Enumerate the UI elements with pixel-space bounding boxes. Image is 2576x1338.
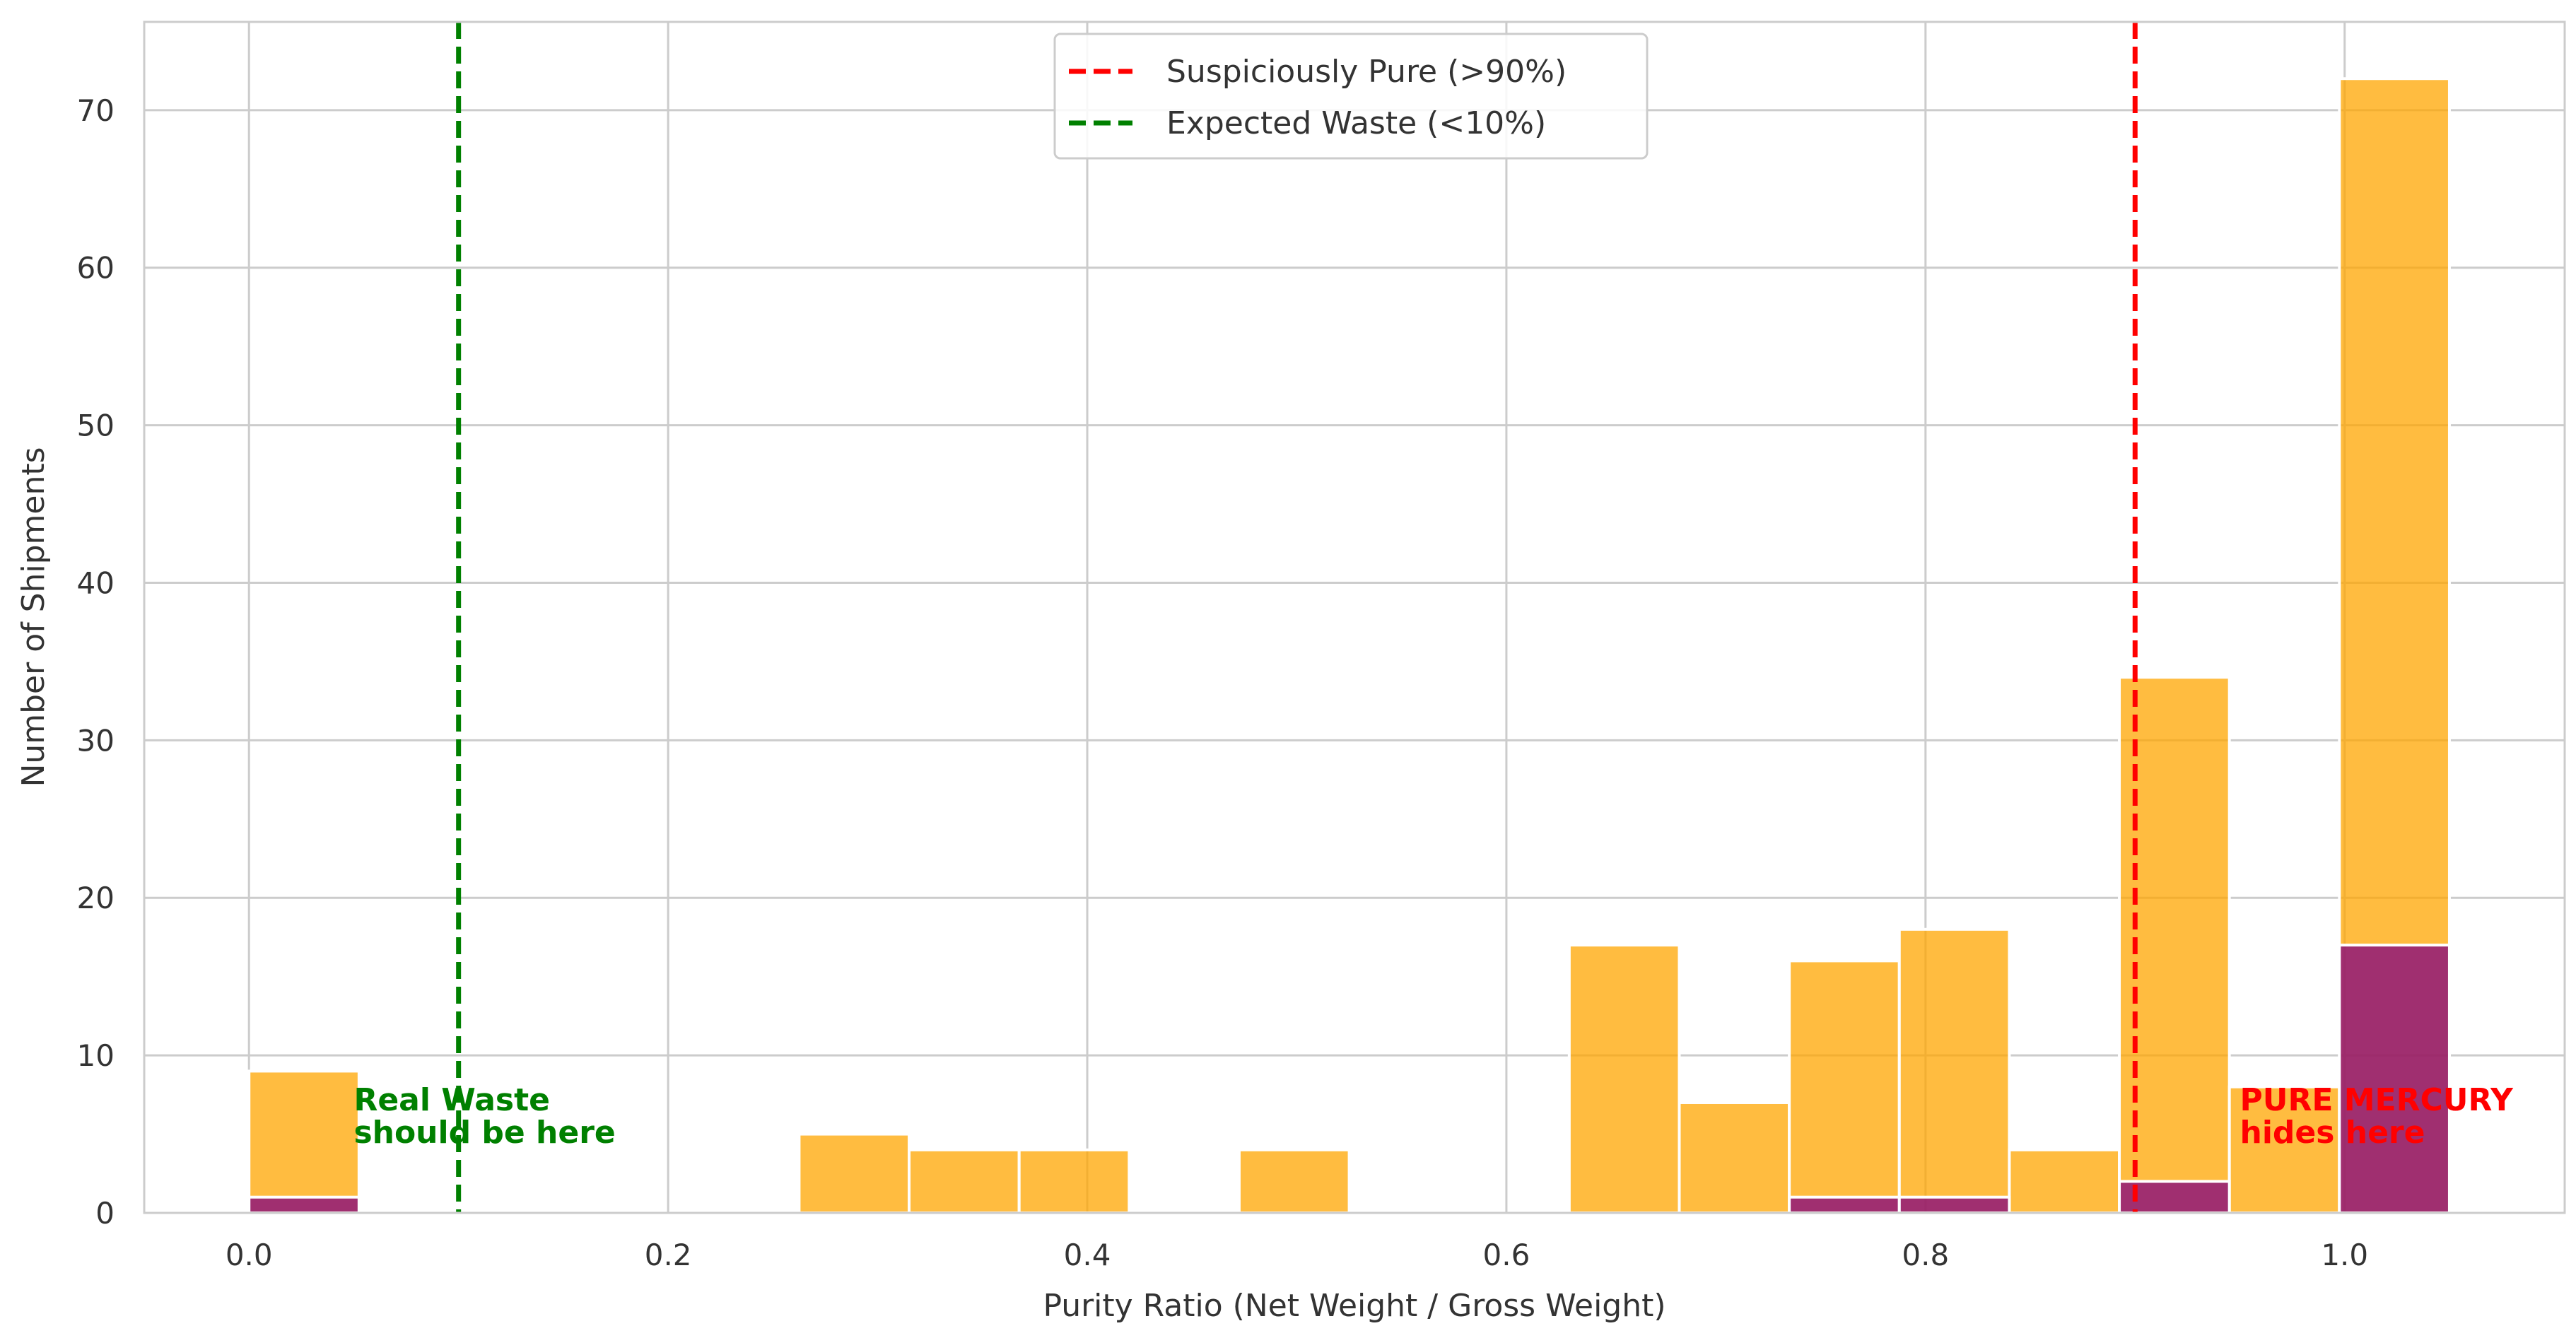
y-tick-label-5: 50	[77, 409, 115, 443]
histogram-bar-s0-b10	[2118, 676, 2231, 1214]
chart-legend: Suspiciously Pure (>90%) Expected Waste …	[1053, 33, 1649, 160]
y-axis-label: Number of Shipments	[16, 447, 52, 787]
x-tick-label-0: 0.0	[226, 1238, 273, 1272]
legend-box	[1053, 33, 1649, 160]
histogram-bar-s0-b2	[908, 1148, 1021, 1214]
x-axis-label: Purity Ratio (Net Weight / Gross Weight)	[1043, 1288, 1665, 1324]
y-tick-label-3: 30	[77, 723, 115, 758]
histogram-bar-s0-b9	[2008, 1148, 2121, 1214]
x-tick-label-3: 0.6	[1483, 1238, 1530, 1272]
histogram-bar-s0-b7	[1788, 959, 1901, 1214]
histogram-bar-s0-b6	[1678, 1101, 1791, 1214]
histogram-bar-s0-b3	[1017, 1148, 1131, 1214]
histogram-bar-s1-b2	[1897, 1195, 2011, 1215]
histogram-bar-s0-b8	[1897, 927, 2011, 1215]
histogram-bar-s1-b1	[1788, 1195, 1901, 1215]
x-tick-label-1: 0.2	[645, 1238, 692, 1272]
annotation-1-line-1: hides here	[2240, 1115, 2425, 1151]
histogram-bar-s0-b1	[797, 1132, 911, 1215]
y-tick-label-7: 70	[77, 93, 115, 128]
histogram-bar-s1-b4	[2338, 944, 2451, 1215]
y-tick-label-4: 40	[77, 565, 115, 600]
legend-label-suspiciously-pure: Suspiciously Pure (>90%)	[1166, 54, 1567, 90]
annotation-0-line-1: should be here	[353, 1115, 615, 1151]
annotation-1-line-0: PURE MERCURY	[2240, 1082, 2514, 1118]
x-tick-label-4: 0.8	[1902, 1238, 1949, 1272]
y-tick-label-6: 60	[77, 251, 115, 286]
histogram-bar-s1-b3	[2118, 1180, 2231, 1215]
histogram-bar-s0-b4	[1237, 1148, 1351, 1214]
y-tick-label-0: 0	[95, 1196, 115, 1231]
histogram-bar-s0-b5	[1567, 944, 1681, 1215]
y-tick-label-2: 20	[77, 881, 115, 915]
axis-tick-labels: 0.0 0.2 0.4 0.6 0.8 1.0 0 10 20 30 40 50 60 70	[77, 93, 2369, 1272]
legend-label-expected-waste: Expected Waste (<10%)	[1166, 105, 1546, 141]
histogram-bars	[247, 77, 2451, 1215]
plot-frame	[143, 20, 2566, 1214]
reference-lines	[456, 22, 2138, 1213]
histogram-bar-s0-b0	[247, 1069, 361, 1215]
x-tick-label-2: 0.4	[1064, 1238, 1111, 1272]
histogram-bar-s1-b0	[247, 1195, 361, 1215]
x-tick-label-5: 1.0	[2321, 1238, 2368, 1272]
annotation-0-line-0: Real Waste	[353, 1082, 550, 1118]
y-tick-label-1: 10	[77, 1038, 115, 1073]
